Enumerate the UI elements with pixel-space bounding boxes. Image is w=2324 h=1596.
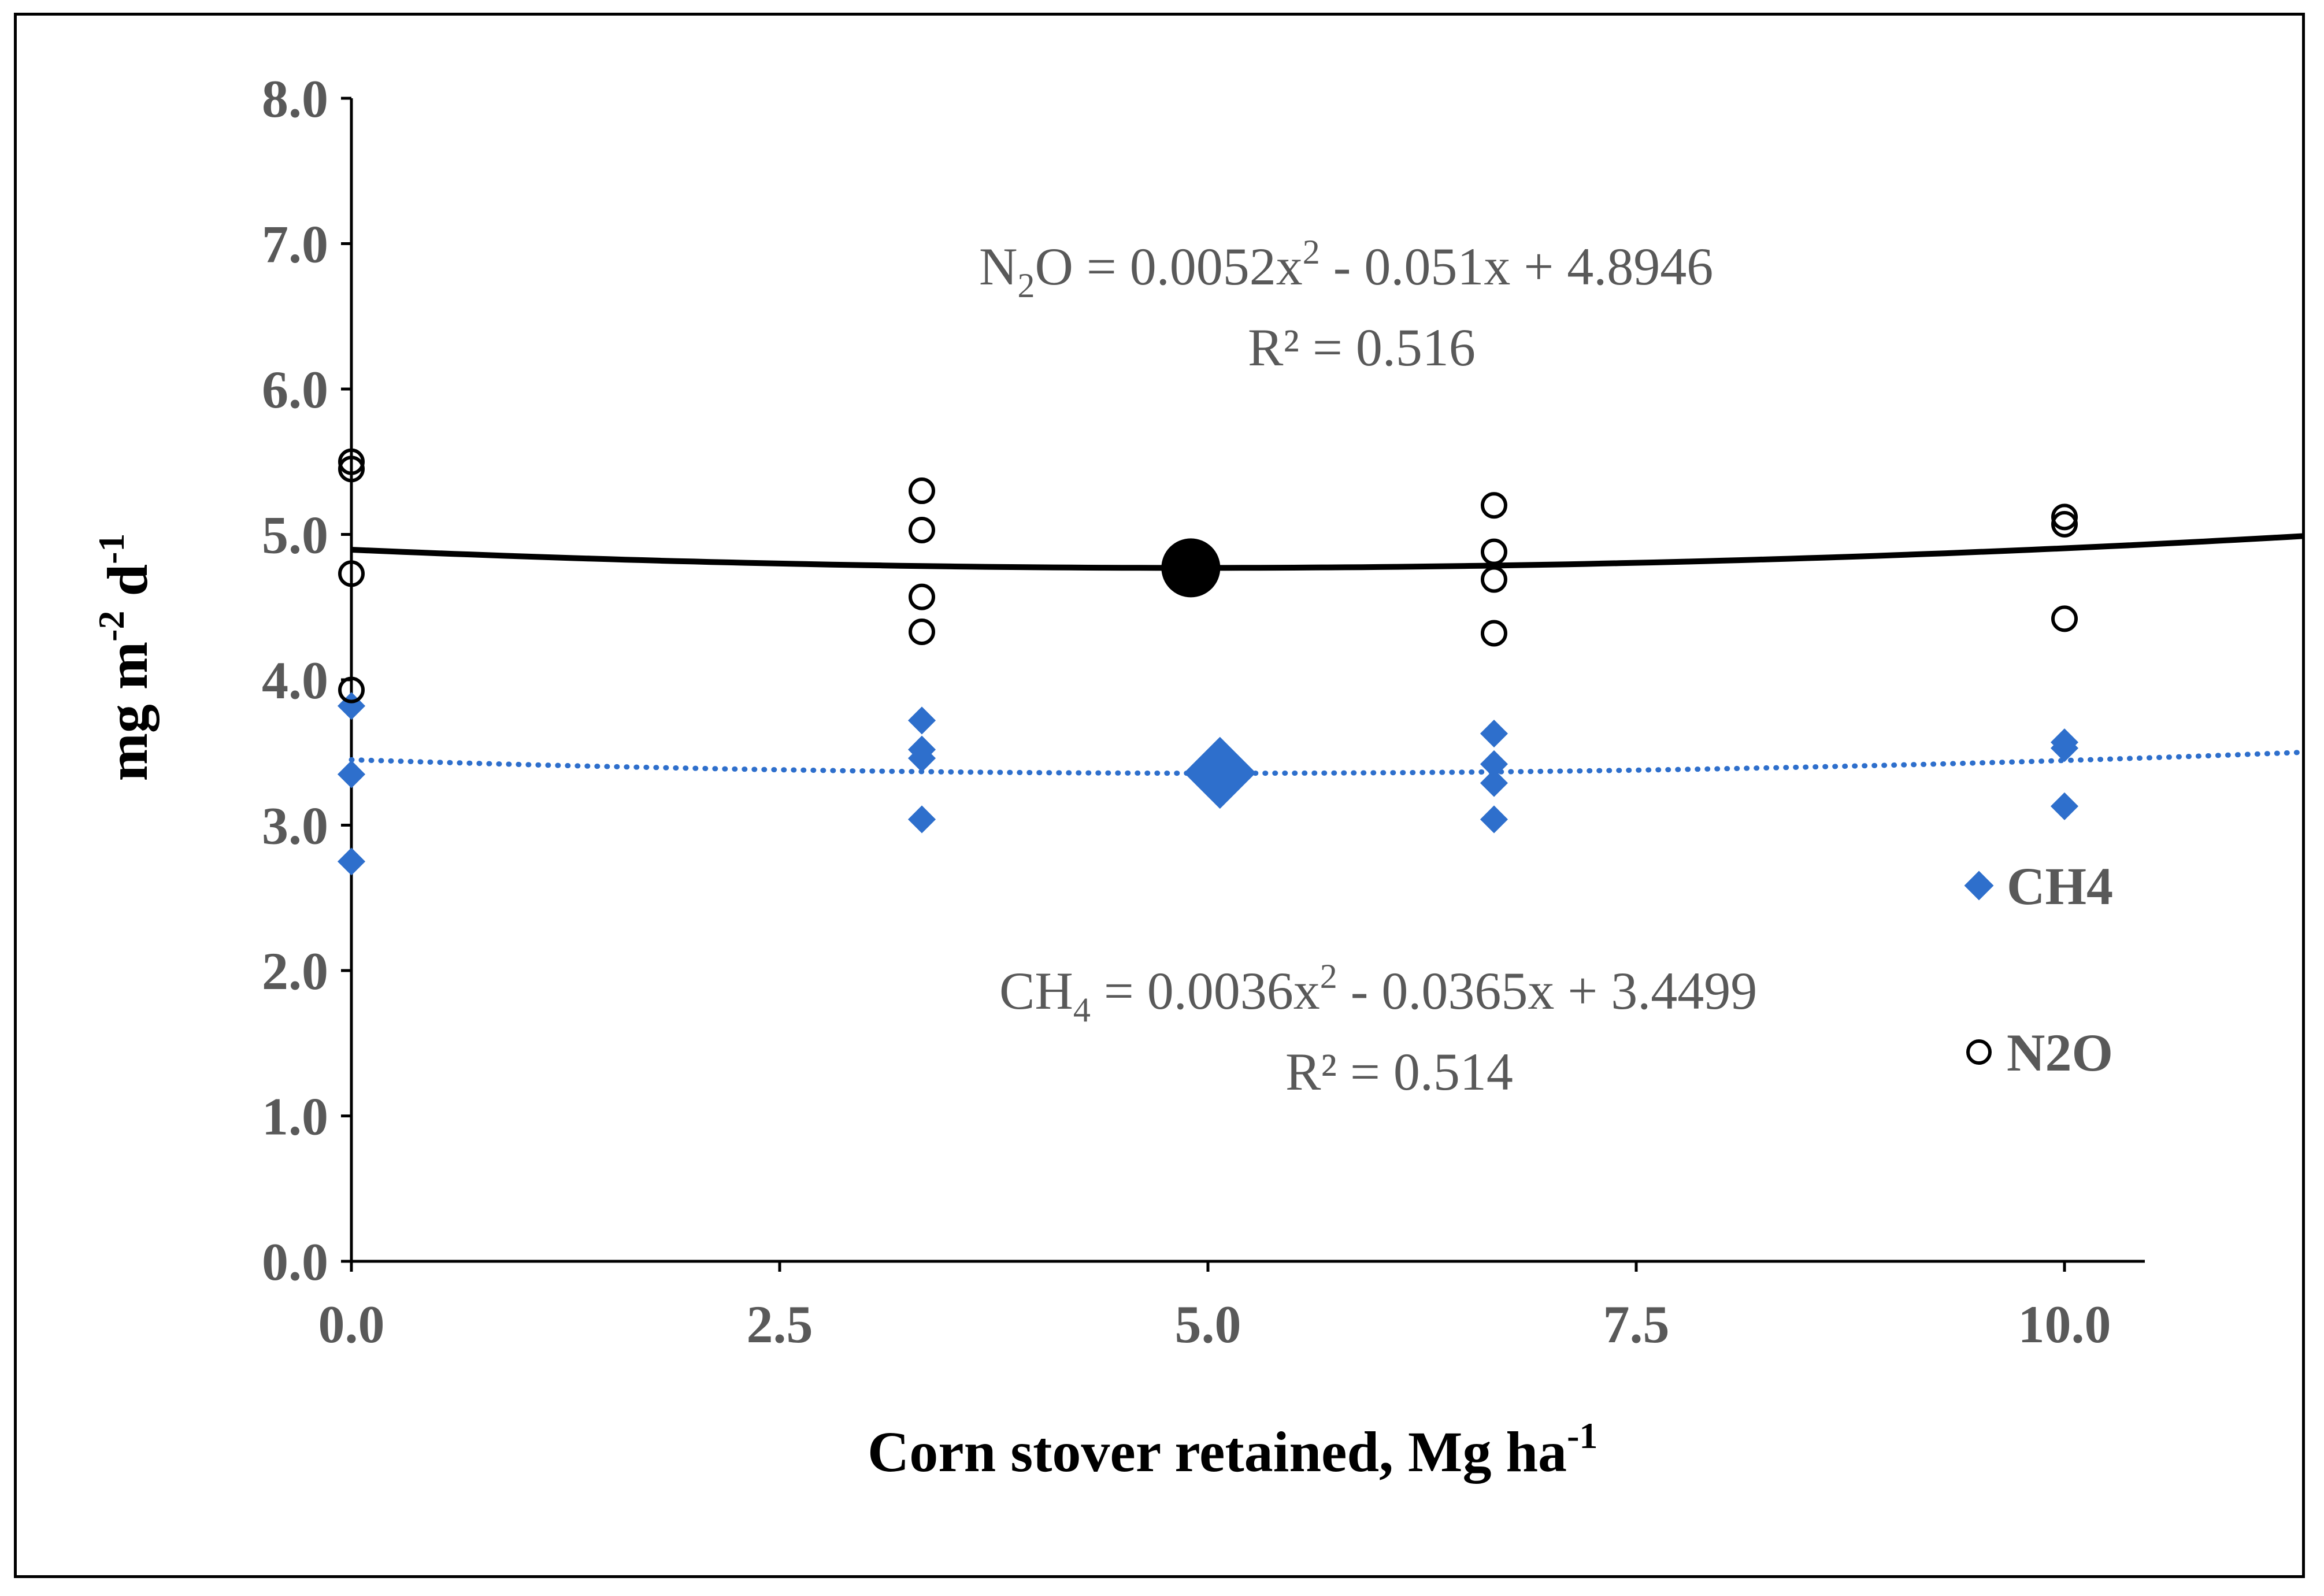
y-tick-label: 2.0 bbox=[262, 942, 328, 1001]
axes: 0.0 1.0 2.0 3.0 4.0 5.0 6.0 7.0 8.0 0.0 2.5 5.0 7.5 1… bbox=[262, 69, 2145, 1354]
y-tick-label: 1.0 bbox=[262, 1087, 328, 1146]
n2o-point bbox=[2051, 510, 2078, 538]
n2o-point bbox=[338, 676, 365, 703]
n2o-point bbox=[1480, 492, 1507, 519]
n2o-trendline bbox=[351, 533, 2302, 571]
ch4-point bbox=[2050, 734, 2079, 762]
n2o-point bbox=[338, 448, 365, 475]
ch4-point bbox=[1480, 720, 1508, 748]
x-axis-title: Corn stover retained, Mg ha-1 bbox=[868, 1415, 1597, 1484]
x-tick-label: 7.5 bbox=[1603, 1295, 1670, 1354]
n2o-point bbox=[909, 583, 936, 610]
n2o-point bbox=[1480, 538, 1507, 565]
ch4-equation: CH4 = 0.0036x2 - 0.0365x + 3.4499 bbox=[999, 957, 1757, 1029]
n2o-point bbox=[909, 477, 936, 505]
n2o-optimum-marker bbox=[1161, 538, 1221, 598]
y-axis-title: mg m-2 d-1 bbox=[91, 534, 160, 782]
n2o-point bbox=[338, 560, 365, 587]
x-tick-label: 2.5 bbox=[747, 1295, 813, 1354]
ch4-equation-subscript: 4 bbox=[1073, 991, 1091, 1029]
ch4-point bbox=[1480, 750, 1508, 778]
ch4-point bbox=[337, 760, 366, 788]
n2o-point bbox=[1480, 620, 1507, 647]
n2o-equation-subscript: 2 bbox=[1017, 266, 1035, 305]
n2o-equation: N2O = 0.0052x2 - 0.051x + 4.8946 bbox=[979, 233, 1713, 305]
ch4-point bbox=[1480, 805, 1508, 834]
legend-n2o-marker bbox=[1966, 1039, 1992, 1065]
n2o-point bbox=[909, 516, 936, 543]
legend-ch4-marker bbox=[1964, 871, 1994, 901]
y-tick-label: 8.0 bbox=[262, 69, 328, 128]
x-tick-label: 0.0 bbox=[318, 1295, 385, 1354]
ch4-point bbox=[337, 847, 366, 876]
ch4-r-squared: R² = 0.514 bbox=[1285, 1042, 1513, 1101]
trendlines bbox=[349, 533, 2302, 776]
n2o-point bbox=[338, 456, 365, 483]
x-axis-title-superscript: -1 bbox=[1567, 1415, 1597, 1456]
y-tick-label: 3.0 bbox=[262, 797, 328, 856]
n2o-point bbox=[909, 619, 936, 646]
y-axis-title-superscript-2: -1 bbox=[91, 534, 132, 564]
n2o-point bbox=[2051, 503, 2078, 531]
ch4-point bbox=[907, 805, 936, 834]
data-points bbox=[337, 448, 2079, 876]
chart-frame: 0.0 1.0 2.0 3.0 4.0 5.0 6.0 7.0 8.0 0.0 2.5 5.0 7.5 1… bbox=[14, 13, 2305, 1578]
ch4-point bbox=[2050, 792, 2079, 820]
ch4-optimum-marker bbox=[1184, 736, 1256, 809]
x-tick-label: 10.0 bbox=[2018, 1295, 2111, 1354]
chart-svg: 0.0 1.0 2.0 3.0 4.0 5.0 6.0 7.0 8.0 0.0 2.5 5.0 7.5 1… bbox=[91, 69, 2302, 1484]
ch4-point bbox=[1480, 769, 1508, 797]
y-tick-label: 4.0 bbox=[262, 651, 328, 710]
ch4-trendline bbox=[349, 749, 2302, 776]
y-axis-title-superscript-1: -2 bbox=[91, 611, 132, 642]
y-tick-label: 7.0 bbox=[262, 215, 328, 274]
ch4-point bbox=[907, 706, 936, 735]
ch4-equation-superscript: 2 bbox=[1320, 957, 1337, 995]
y-tick-label: 0.0 bbox=[262, 1232, 328, 1291]
n2o-r-squared: R² = 0.516 bbox=[1248, 318, 1476, 377]
legend: CH4 N2O bbox=[1964, 857, 2113, 1082]
n2o-equation-superscript: 2 bbox=[1303, 233, 1320, 271]
n2o-point bbox=[2051, 605, 2078, 632]
legend-ch4-label: CH4 bbox=[2007, 857, 2113, 916]
n2o-point bbox=[1480, 566, 1507, 593]
legend-n2o-label: N2O bbox=[2007, 1023, 2113, 1082]
y-tick-label: 5.0 bbox=[262, 506, 328, 565]
y-tick-label: 6.0 bbox=[262, 360, 328, 419]
x-tick-label: 5.0 bbox=[1175, 1295, 1241, 1354]
